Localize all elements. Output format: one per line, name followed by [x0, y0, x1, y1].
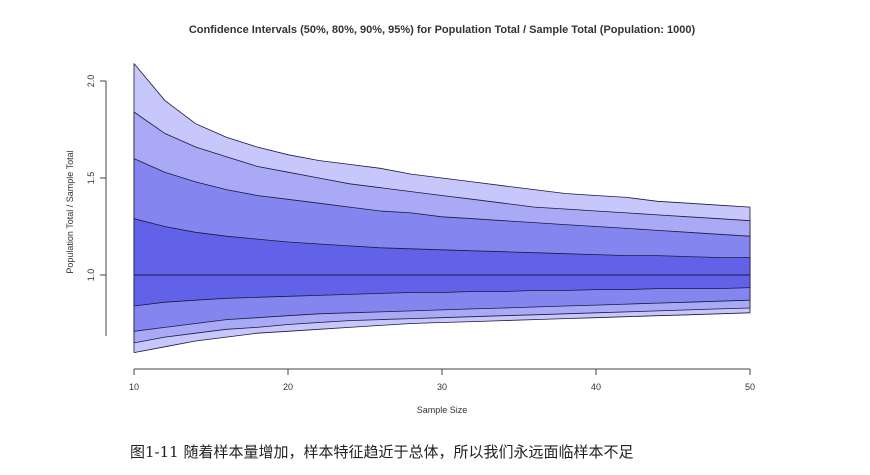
band-95-lower-line	[133, 312, 751, 353]
band-90-upper-line	[133, 111, 751, 222]
x-tick-label: 40	[591, 382, 601, 392]
x-axis-label: Sample Size	[417, 405, 468, 415]
figure-caption: 图1-11 随着样本量增加，样本特征趋近于总体，所以我们永远面临样本不足	[130, 443, 634, 461]
x-tick-label: 10	[129, 382, 139, 392]
y-tick-label: 2.0	[86, 75, 96, 88]
band-50-lower-line	[133, 287, 751, 307]
x-tick-label: 50	[745, 382, 755, 392]
y-tick-label: 1.5	[86, 172, 96, 185]
x-ticks: 10 20 30 40 50	[129, 369, 755, 392]
band-50-upper-line	[133, 218, 750, 258]
x-tick-label: 20	[283, 382, 293, 392]
y-ticks: 1.0 1.5 2.0	[86, 75, 106, 282]
confidence-bands	[133, 63, 751, 353]
band-80-upper-line	[133, 158, 751, 237]
x-tick-label: 30	[437, 382, 447, 392]
band-90-lower-line	[133, 307, 751, 344]
chart-title: Confidence Intervals (50%, 80%, 90%, 95%…	[189, 24, 696, 36]
band-80-lower-line	[133, 299, 751, 332]
band-50-area	[134, 218, 750, 306]
y-tick-label: 1.0	[86, 269, 96, 282]
y-axis-label: Population Total / Sample Total	[65, 150, 75, 273]
band-95-upper-line	[133, 63, 751, 208]
